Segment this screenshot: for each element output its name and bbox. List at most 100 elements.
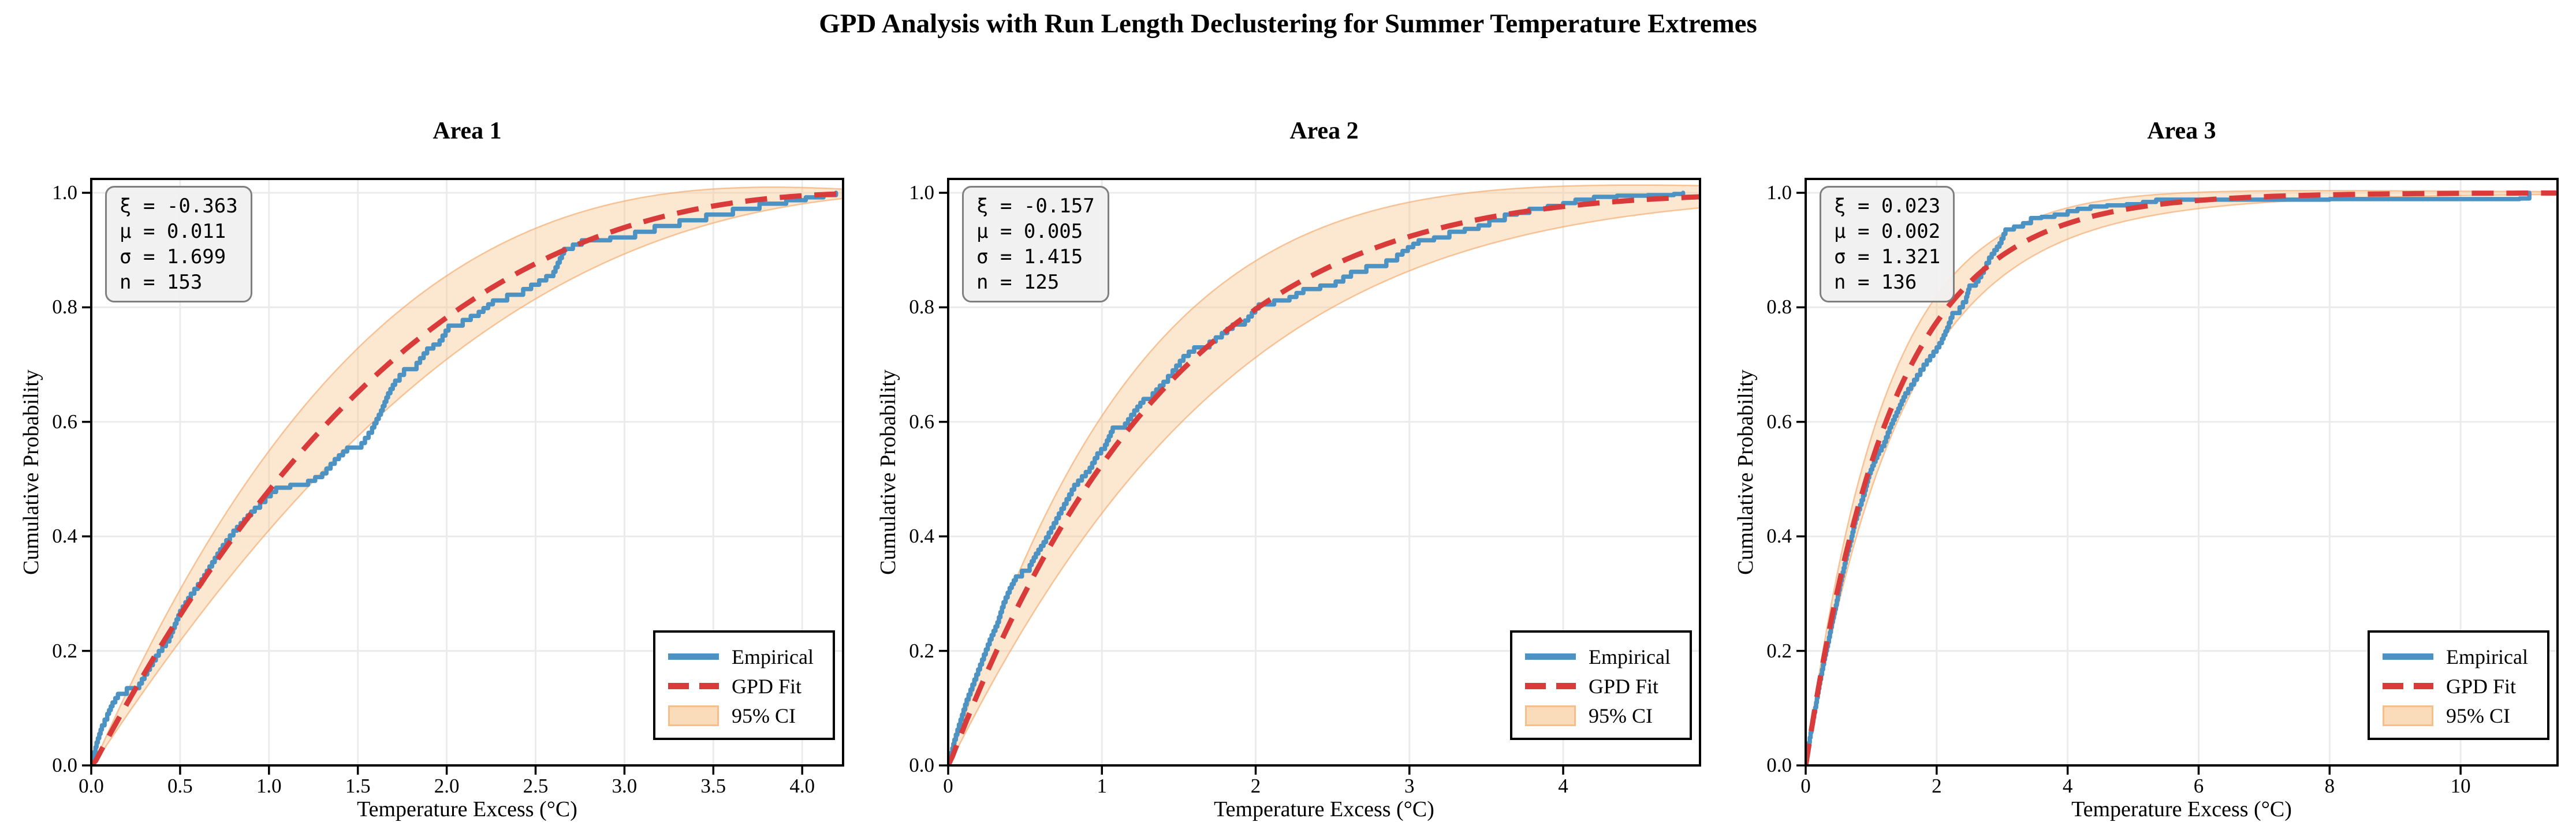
legend-label: Empirical: [2446, 645, 2528, 668]
empirical-line-swatch-icon: [2383, 653, 2433, 660]
stat-xi: ξ = 0.023: [1834, 195, 1941, 218]
legend-label: GPD Fit: [732, 674, 802, 698]
legend-label: Empirical: [1589, 645, 1671, 668]
x-tick-label: 0: [1800, 775, 1811, 797]
ci-band-edge: [948, 184, 1700, 765]
y-tick-label: 0.2: [1766, 639, 1792, 662]
plot-area: 0 2 4 6 8 10 0.0 0.2 0.4 0.6 0.8 1.0: [1766, 178, 2559, 797]
x-tick-label: 8: [2324, 775, 2335, 797]
x-tick-label: 4: [2062, 775, 2073, 797]
gpd-fit-curve: [1806, 190, 2558, 765]
y-tick-label: 0.2: [909, 639, 934, 662]
y-tick-label: 0.2: [52, 639, 77, 662]
legend-item-gpd-fit: GPD Fit: [1525, 671, 1690, 701]
dashed-line-swatch-icon: [668, 683, 719, 689]
gpd-fit-curve: [948, 194, 1700, 765]
plot-spines: [947, 178, 1701, 767]
y-tick-label: 0.0: [52, 754, 77, 776]
y-tick-label: 0.6: [909, 410, 934, 433]
x-tick-label: 0.5: [167, 775, 193, 797]
panel-area-1: Area 1 Cumulative Probability 0.0 0.5 1.0 1…: [0, 0, 862, 837]
stat-mu: μ = 0.005: [976, 220, 1083, 243]
stat-n: n = 125: [976, 271, 1060, 294]
legend: Empirical GPD Fit 95% CI: [2368, 630, 2549, 740]
ci-band-edge: [91, 186, 843, 765]
empirical-line-swatch-icon: [668, 653, 719, 660]
x-tick-label: 2: [1932, 775, 1942, 797]
legend-item-empirical: Empirical: [2383, 642, 2547, 671]
figure-title: GPD Analysis with Run Length Declusterin…: [819, 9, 1757, 39]
x-axis-label: Temperature Excess (°C): [357, 797, 577, 821]
x-tick-label: 3: [1404, 775, 1415, 797]
y-tick-label: 1.0: [1766, 181, 1792, 204]
plot-area: 0 1 2 3 4 0.0 0.2 0.4 0.6 0.8 1.0: [909, 178, 1701, 797]
legend-item-empirical: Empirical: [1525, 642, 1690, 671]
chart-svg: [939, 178, 1701, 775]
x-tick-label: 0: [943, 775, 953, 797]
ci-band-edge: [1806, 189, 2558, 765]
ci-band-swatch-icon: [2383, 705, 2433, 726]
ci-band-edge: [948, 207, 1700, 765]
y-tick-label: 0.0: [1766, 754, 1792, 776]
y-tick-label: 0.4: [1766, 525, 1792, 548]
x-tick-label: 1.5: [345, 775, 371, 797]
stats-box: ξ = -0.157 μ = 0.005 σ = 1.415 n = 125: [962, 186, 1109, 302]
y-tick-label: 0.6: [1766, 410, 1792, 433]
y-tick-label: 1.0: [909, 181, 934, 204]
empirical-curve: [948, 190, 1686, 765]
panel-area-3: Area 3 Cumulative Probability 0 2 4 6 8 10 0.0…: [1714, 0, 2576, 837]
legend-label: 95% CI: [2446, 704, 2510, 727]
gpd-fit-curve: [91, 191, 843, 765]
stats-box: ξ = 0.023 μ = 0.002 σ = 1.321 n = 136: [1820, 186, 1955, 302]
x-tick-label: 10: [2450, 775, 2471, 797]
x-tick-label: 4.0: [789, 775, 815, 797]
legend-item-empirical: Empirical: [668, 642, 833, 671]
x-tick-label: 1: [1097, 775, 1108, 797]
legend-item-gpd-fit: GPD Fit: [2383, 671, 2547, 701]
x-axis-label: Temperature Excess (°C): [1214, 797, 1434, 821]
legend: Empirical GPD Fit 95% CI: [653, 630, 835, 740]
y-tick-label: 0.8: [909, 296, 934, 319]
stat-n: n = 136: [1834, 271, 1917, 294]
stat-sigma: σ = 1.415: [976, 245, 1083, 268]
stat-xi: ξ = -0.363: [120, 195, 238, 218]
x-tick-label: 3.5: [700, 775, 726, 797]
legend-item-ci: 95% CI: [668, 701, 833, 730]
legend: Empirical GPD Fit 95% CI: [1510, 630, 1692, 740]
x-tick-label: 3.0: [612, 775, 638, 797]
x-tick-label: 2.5: [523, 775, 549, 797]
dashed-line-swatch-icon: [2383, 683, 2433, 689]
ci-band-swatch-icon: [1525, 705, 1576, 726]
legend-item-ci: 95% CI: [2383, 701, 2547, 730]
stat-sigma: σ = 1.699: [120, 245, 226, 268]
chart-svg: [82, 178, 844, 775]
panel-title: Area 2: [1289, 118, 1359, 144]
panel-area-2: Area 2 Cumulative Probability 0 1 2 3 4 0.0 0.…: [857, 0, 1718, 837]
legend-label: GPD Fit: [1589, 674, 1659, 698]
x-tick-label: 6: [2193, 775, 2204, 797]
ci-band-edge: [91, 197, 843, 765]
x-tick-label: 2: [1250, 775, 1261, 797]
y-tick-label: 0.0: [909, 754, 934, 776]
empirical-line-swatch-icon: [1525, 653, 1576, 660]
legend-label: Empirical: [732, 645, 814, 668]
y-tick-label: 0.4: [909, 525, 934, 548]
x-tick-label: 2.0: [434, 775, 460, 797]
dashed-line-swatch-icon: [1525, 683, 1576, 689]
stat-mu: μ = 0.011: [120, 220, 226, 243]
chart-svg: [1796, 178, 2559, 775]
y-tick-label: 0.4: [52, 525, 77, 548]
ci-band-swatch-icon: [668, 705, 719, 726]
stats-box: ξ = -0.363 μ = 0.011 σ = 1.699 n = 153: [105, 186, 252, 302]
legend-label: 95% CI: [732, 704, 796, 727]
y-tick-label: 0.8: [1766, 296, 1792, 319]
x-tick-label: 4: [1558, 775, 1568, 797]
plot-area: 0.0 0.5 1.0 1.5 2.0 2.5 3.0 3.5 4.0 0.0 0.2 0.4 0.6 0…: [52, 178, 844, 797]
y-tick-label: 0.6: [52, 410, 77, 433]
stat-sigma: σ = 1.321: [1834, 245, 1941, 268]
x-tick-label: 1.0: [256, 775, 282, 797]
plot-spines: [1805, 178, 2559, 767]
legend-label: GPD Fit: [2446, 674, 2517, 698]
ci-band: [948, 185, 1700, 765]
